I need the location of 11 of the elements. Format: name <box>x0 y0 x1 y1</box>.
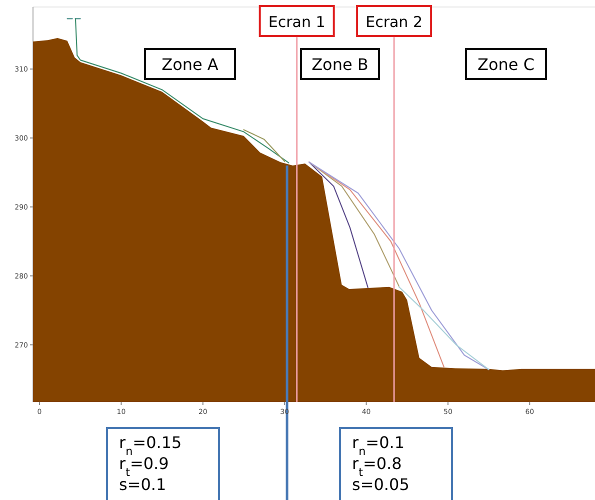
ref-line-label: Ecran 2 <box>366 13 423 31</box>
line-series <box>398 286 490 370</box>
ref-line-label: Ecran 1 <box>268 13 326 31</box>
annotation: Zone A <box>162 55 218 74</box>
text: r$_{n}$=0.15 r$_{t}$=0.9 s=0.1 <box>119 433 182 494</box>
line-series <box>308 162 490 370</box>
line-series <box>308 162 368 288</box>
text: r$_{n}$=0.1 r$_{t}$=0.8 s=0.05 <box>352 433 410 494</box>
line-series <box>308 162 400 287</box>
annotation: Zone C <box>478 55 534 74</box>
annotation: Zone B <box>312 55 368 74</box>
